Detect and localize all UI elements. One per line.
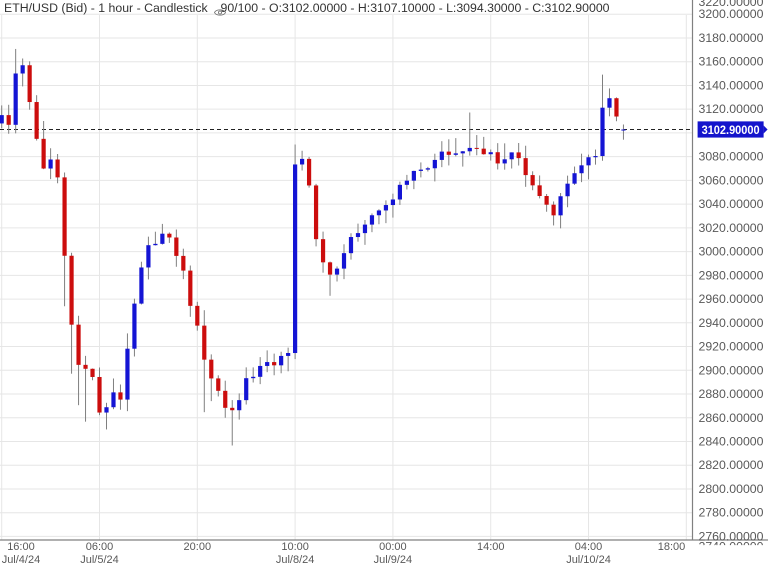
svg-text:2860.00000: 2860.00000 <box>699 411 764 425</box>
svg-text:3120.00000: 3120.00000 <box>699 102 764 116</box>
svg-text:2800.00000: 2800.00000 <box>699 482 764 496</box>
svg-text:3000.00000: 3000.00000 <box>699 245 764 259</box>
svg-text:2980.00000: 2980.00000 <box>699 268 764 282</box>
svg-text:3180.00000: 3180.00000 <box>699 31 764 45</box>
svg-text:3160.00000: 3160.00000 <box>699 55 764 69</box>
svg-text:2940.00000: 2940.00000 <box>699 316 764 330</box>
svg-text:2820.00000: 2820.00000 <box>699 458 764 472</box>
svg-text:3040.00000: 3040.00000 <box>699 197 764 211</box>
svg-text:2960.00000: 2960.00000 <box>699 292 764 306</box>
svg-text:2780.00000: 2780.00000 <box>699 506 764 520</box>
svg-text:3020.00000: 3020.00000 <box>699 221 764 235</box>
svg-text:3140.00000: 3140.00000 <box>699 78 764 92</box>
svg-text:3080.00000: 3080.00000 <box>699 150 764 164</box>
svg-text:2840.00000: 2840.00000 <box>699 434 764 448</box>
svg-text:2880.00000: 2880.00000 <box>699 387 764 401</box>
svg-text:3060.00000: 3060.00000 <box>699 173 764 187</box>
svg-text:3102.90000: 3102.90000 <box>702 123 760 137</box>
svg-text:2900.00000: 2900.00000 <box>699 363 764 377</box>
svg-text:2920.00000: 2920.00000 <box>699 340 764 354</box>
